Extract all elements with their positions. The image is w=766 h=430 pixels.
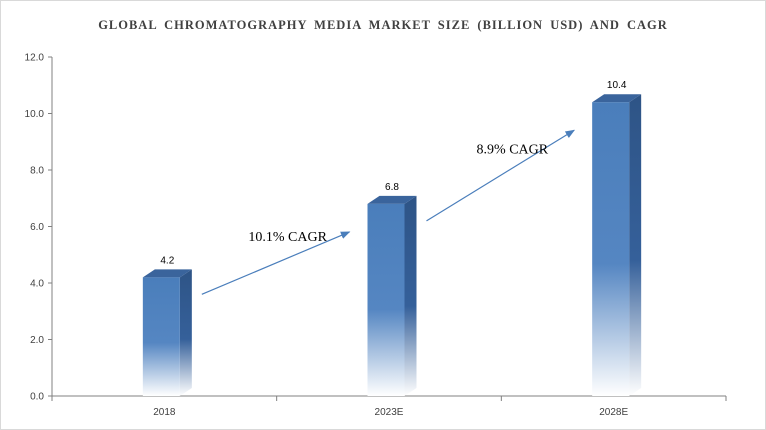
- y-tick-label: 12.0: [25, 53, 45, 64]
- cagr-arrow: [426, 129, 575, 222]
- bar-front-face: [142, 277, 180, 396]
- cagr-label: 10.1% CAGR: [248, 230, 327, 245]
- bar-top-face: [592, 94, 642, 103]
- y-tick-label: 4.0: [30, 279, 44, 290]
- x-tick-label: 2028E: [599, 407, 628, 418]
- data-label: 4.2: [160, 255, 174, 266]
- data-label: 6.8: [385, 182, 399, 193]
- bar-top-face: [367, 195, 417, 204]
- y-tick-label: 6.0: [30, 222, 44, 233]
- bar: [367, 195, 417, 396]
- x-tick-label: 2018: [153, 407, 176, 418]
- cagr-arrow: [201, 231, 351, 295]
- chart-title: GLOBAL CHROMATOGRAPHY MEDIA MARKET SIZE …: [98, 18, 668, 32]
- bar-side-face: [629, 94, 642, 396]
- cagr-label: 8.9% CAGR: [477, 143, 549, 158]
- y-tick-label: 0.0: [30, 392, 44, 403]
- data-label: 10.4: [607, 80, 627, 91]
- bar-front-face: [367, 203, 405, 396]
- x-tick-label: 2023E: [375, 407, 404, 418]
- y-tick-label: 10.0: [25, 109, 45, 120]
- bar-top-face: [142, 269, 192, 278]
- y-tick-label: 8.0: [30, 166, 44, 177]
- bar-front-face: [592, 102, 630, 396]
- bar: [142, 269, 192, 396]
- bar: [592, 94, 642, 396]
- y-tick-label: 2.0: [30, 335, 44, 346]
- bar-side-face: [179, 269, 192, 396]
- bar-side-face: [404, 195, 417, 396]
